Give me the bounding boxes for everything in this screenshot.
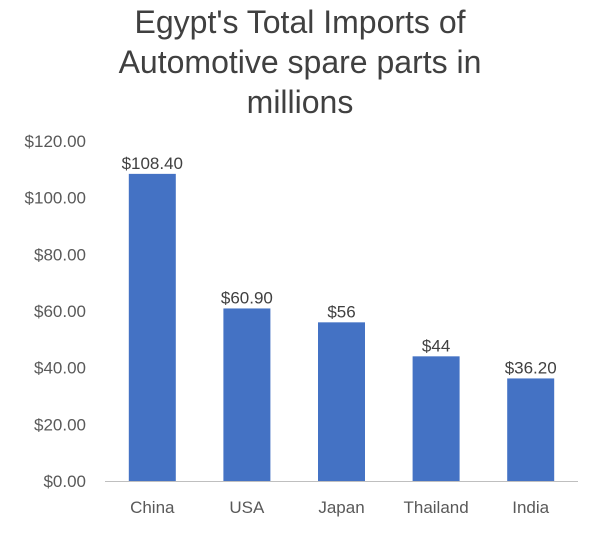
y-tick-label: $100.00 [25, 189, 86, 208]
data-label-japan: $56 [327, 302, 355, 321]
data-label-thailand: $44 [422, 336, 450, 355]
x-tick-label: India [512, 498, 549, 517]
y-tick-label: $0.00 [43, 472, 86, 491]
y-tick-label: $60.00 [34, 302, 86, 321]
y-tick-label: $40.00 [34, 359, 86, 378]
y-axis: $0.00 $20.00 $40.00 $60.00 $80.00 $100.00 $120… [25, 132, 86, 491]
data-label-china: $108.40 [122, 154, 183, 173]
bar-india [507, 378, 555, 481]
bar-usa [223, 308, 271, 481]
chart-title-line-3: millions [246, 84, 354, 120]
chart-title-line-2: Automotive spare parts in [118, 44, 482, 80]
chart-title: Egypt's Total Imports of Automotive spar… [0, 2, 600, 122]
y-tick-label: $20.00 [34, 415, 86, 434]
y-tick-label: $120.00 [25, 132, 86, 151]
data-label-india: $36.20 [505, 358, 557, 377]
bar-japan [318, 322, 365, 481]
y-tick-label: $80.00 [34, 245, 86, 264]
bars [128, 173, 555, 481]
x-tick-label: Japan [318, 498, 364, 517]
x-tick-label: China [130, 498, 175, 517]
data-labels: $108.40 $60.90 $56 $44 $36.20 [122, 154, 557, 378]
x-tick-label: USA [229, 498, 265, 517]
bar-china [128, 173, 176, 481]
x-axis: China USA Japan Thailand India [105, 481, 578, 517]
x-tick-label: Thailand [403, 498, 468, 517]
data-label-usa: $60.90 [221, 288, 273, 307]
chart-title-line-1: Egypt's Total Imports of [134, 4, 466, 40]
bar-thailand [412, 356, 460, 481]
